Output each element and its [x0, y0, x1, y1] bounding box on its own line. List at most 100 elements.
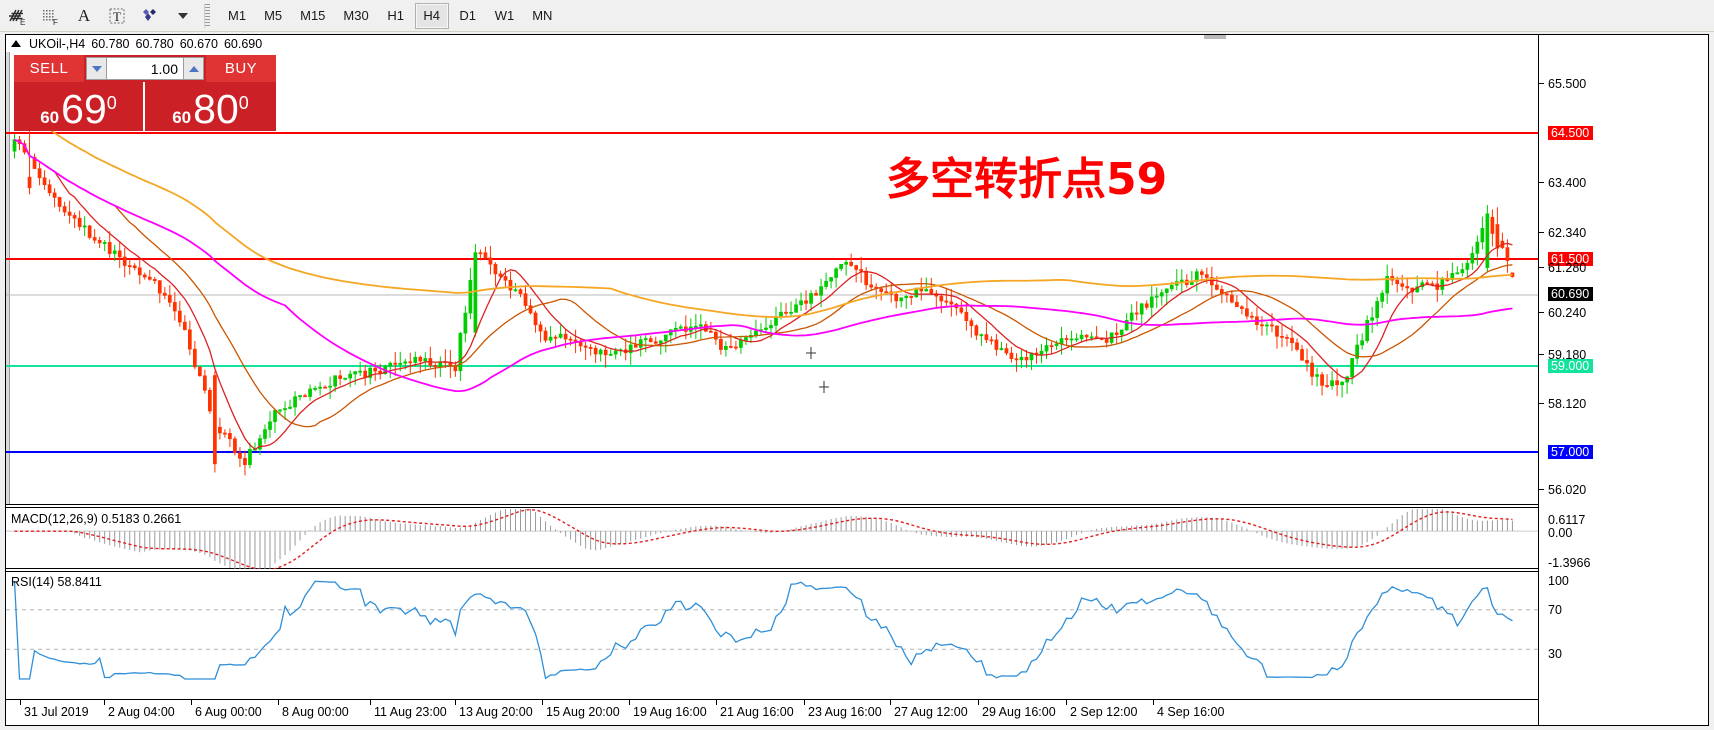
price-tick-64500: 64.500 — [1539, 126, 1708, 140]
time-tick — [455, 700, 456, 705]
tab-timeframe-mn[interactable]: MN — [532, 8, 553, 23]
time-axis-label: 8 Aug 00:00 — [282, 705, 349, 719]
price-plot-area[interactable] — [6, 52, 1538, 504]
sell-price-prefix: 60 — [40, 108, 60, 128]
tab-timeframe-m30[interactable]: M30 — [343, 8, 369, 23]
sell-price-main: 69 — [61, 86, 107, 133]
tab-timeframe-m1[interactable]: M1 — [228, 8, 247, 23]
tab-timeframe-m15[interactable]: M15 — [300, 8, 326, 23]
time-tick — [1066, 700, 1067, 705]
buy-price-main: 80 — [193, 86, 239, 133]
timeframe-group: M1 M5 M15 M30 H1 H4 D1 W1 MN — [220, 2, 562, 29]
macd-tick-min: -1.3966 — [1548, 556, 1591, 570]
ohlc-low: 60.670 — [179, 36, 218, 51]
buy-price-cell[interactable]: 60 80 0 — [145, 82, 276, 131]
chart-annotation-text: 多空转折点59 — [886, 154, 1168, 205]
time-axis-label: 29 Aug 16:00 — [982, 705, 1056, 719]
macd-series-svg — [6, 509, 1538, 569]
indicators-icon[interactable]: E — [3, 2, 33, 30]
tab-timeframe-w1[interactable]: W1 — [494, 8, 515, 23]
symbol-ohlc-row: UKOil-,H4 60.780 60.780 60.670 60.690 — [6, 35, 1708, 52]
macd-separator-top2 — [6, 507, 1538, 508]
volume-decrease-button[interactable] — [86, 57, 107, 80]
time-tick — [104, 700, 105, 705]
rsi-title: RSI(14) 58.8411 — [11, 575, 102, 589]
time-tick — [370, 700, 371, 705]
buy-button[interactable]: BUY — [206, 55, 276, 82]
time-axis-label: 11 Aug 23:00 — [374, 705, 447, 719]
rsi-separator-top2 — [6, 571, 1538, 572]
chart-drag-handle[interactable] — [1204, 35, 1226, 39]
price-tick-63400: 63.400 — [1539, 176, 1708, 190]
sell-button[interactable]: SELL — [14, 55, 84, 82]
time-axis-label: 23 Aug 16:00 — [808, 705, 882, 719]
time-axis-label: 2 Aug 04:00 — [108, 705, 175, 719]
text-tool-icon[interactable]: A — [77, 5, 91, 25]
rsi-separator-top — [6, 568, 1538, 569]
price-tick-57000: 57.000 — [1539, 445, 1708, 459]
svg-text:T: T — [113, 9, 121, 24]
time-tick — [716, 700, 717, 705]
macd-title: MACD(12,26,9) 0.5183 0.2661 — [11, 512, 182, 526]
time-axis-label: 15 Aug 20:00 — [546, 705, 620, 719]
time-axis-label: 4 Sep 16:00 — [1157, 705, 1225, 719]
chart-left-edge-marker — [6, 52, 10, 504]
price-axis[interactable]: 65.500 64.500 63.400 62.340 61.500 61.28… — [1538, 35, 1708, 725]
rsi-tick-30: 30 — [1548, 647, 1562, 661]
price-tick-65500: 65.500 — [1539, 77, 1708, 91]
objects-icon[interactable] — [135, 2, 165, 30]
volume-increase-button[interactable] — [183, 57, 204, 80]
octp-top-row: SELL 1.00 BUY — [14, 55, 276, 82]
time-tick — [629, 700, 630, 705]
buy-price-prefix: 60 — [172, 108, 192, 128]
chevron-down-icon[interactable] — [168, 2, 198, 30]
time-axis-label: 19 Aug 16:00 — [633, 705, 707, 719]
chart-frame: UKOil-,H4 60.780 60.780 60.670 60.690 多空… — [5, 34, 1709, 726]
tab-timeframe-m5[interactable]: M5 — [264, 8, 283, 23]
time-axis-label: 13 Aug 20:00 — [459, 705, 533, 719]
svg-text:E: E — [20, 18, 25, 27]
chart-canvas[interactable]: UKOil-,H4 60.780 60.780 60.670 60.690 多空… — [6, 35, 1708, 725]
rsi-tick-100: 100 — [1548, 574, 1569, 588]
one-click-trading-panel[interactable]: SELL 1.00 BUY 60 69 0 — [14, 55, 276, 131]
price-tick-61500: 61.500 — [1539, 252, 1708, 266]
price-tick-61280: 61.280 — [1539, 261, 1708, 275]
time-tick — [20, 700, 21, 705]
volume-stepper[interactable]: 1.00 — [84, 55, 206, 82]
text-label-icon[interactable]: T — [102, 2, 132, 30]
ohlc-high: 60.780 — [135, 36, 174, 51]
collapse-triangle-icon[interactable] — [11, 40, 21, 47]
volume-input[interactable]: 1.00 — [107, 57, 183, 80]
macd-tick-max: 0.6117 — [1548, 513, 1586, 527]
time-axis[interactable]: 31 Jul 2019 2 Aug 04:00 6 Aug 00:00 8 Aug 0… — [6, 699, 1538, 725]
main-toolbar: E F A — [0, 0, 1714, 32]
rsi-subwindow[interactable] — [6, 572, 1538, 681]
octp-price-row: 60 69 0 60 80 0 — [14, 82, 276, 131]
time-tick — [191, 700, 192, 705]
price-tick-56020: 56.020 — [1539, 483, 1708, 497]
time-tick — [804, 700, 805, 705]
tab-timeframe-h1[interactable]: H1 — [387, 8, 405, 23]
time-axis-label: 21 Aug 16:00 — [720, 705, 794, 719]
grid-icon[interactable]: F — [36, 2, 66, 30]
time-tick — [978, 700, 979, 705]
sell-price-fraction: 0 — [106, 93, 117, 114]
tab-timeframe-d1[interactable]: D1 — [459, 8, 477, 23]
macd-separator-top — [6, 504, 1538, 505]
price-tick-60240: 60.240 — [1539, 306, 1708, 320]
time-tick — [542, 700, 543, 705]
sell-price-cell[interactable]: 60 69 0 — [14, 82, 145, 131]
time-tick — [1153, 700, 1154, 705]
time-axis-label: 6 Aug 00:00 — [195, 705, 262, 719]
macd-subwindow[interactable] — [6, 509, 1538, 569]
ohlc-close: 60.690 — [223, 36, 263, 51]
time-tick — [890, 700, 891, 705]
time-tick — [278, 700, 279, 705]
price-series-svg — [6, 100, 1538, 476]
time-axis-label: 31 Jul 2019 — [24, 705, 89, 719]
svg-text:F: F — [53, 18, 58, 27]
tab-timeframe-h4[interactable]: H4 — [414, 2, 449, 29]
buy-price-fraction: 0 — [238, 93, 249, 114]
symbol-label: UKOil-,H4 — [29, 36, 86, 51]
